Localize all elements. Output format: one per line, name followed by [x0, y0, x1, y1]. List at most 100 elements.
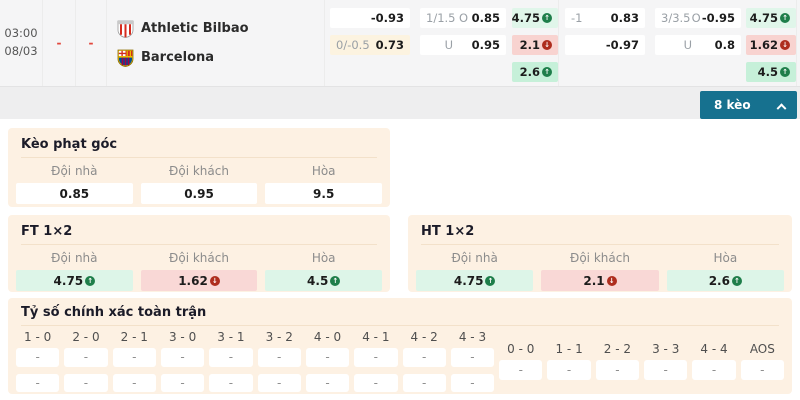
match-row: 03:00 08/03 - - Athletic Bilbao — [0, 0, 800, 87]
group1-under-cell[interactable]: U 0.95 — [420, 35, 506, 55]
ft-section-title: FT 1×2 — [21, 224, 73, 239]
score-odds-cell[interactable]: - — [16, 348, 60, 367]
exact-score-grid: 1 - 0 - - 2 - 0 - - 2 - 1 - - 3 - 0 - - … — [12, 326, 788, 392]
trend-up-icon — [542, 67, 552, 77]
markets-count-button[interactable]: 8 kèo — [700, 91, 797, 119]
score-col-3-2: 3 - 2 - - — [257, 330, 301, 392]
home-team-row[interactable]: Athletic Bilbao — [117, 20, 324, 38]
trend-down-icon — [542, 40, 552, 50]
away-team-row[interactable]: Barcelona — [117, 49, 324, 67]
score-odds-cell[interactable]: - — [450, 348, 495, 367]
section-divider — [21, 157, 377, 158]
ht-away-odds[interactable]: 2.1 — [541, 270, 659, 291]
score-odds-cell[interactable]: - — [160, 348, 205, 367]
score-odds-cell[interactable]: - — [16, 373, 60, 392]
score-odds-cell[interactable]: - — [595, 360, 640, 380]
group1-overunder-column: 1/1.5 O 0.85 U 0.95 — [420, 8, 506, 86]
exact-score-section: Tỷ số chính xác toàn trận 1 - 0 - - 2 - … — [8, 298, 792, 394]
score-odds-cell[interactable]: - — [450, 373, 495, 392]
away-header: Đội khách — [169, 251, 229, 265]
corner-draw-odds[interactable]: 9.5 — [265, 183, 383, 204]
corner-away-odds[interactable]: 0.95 — [140, 183, 258, 204]
score-odds-cell[interactable]: - — [209, 348, 253, 367]
ft-1x2-section: FT 1×2 Đội nhà 4.75 Đội khách 1.62 Hòa — [8, 215, 390, 292]
draw-header: Hòa — [713, 251, 738, 265]
score-odds-cell[interactable]: - — [64, 348, 108, 367]
ft-away-odds[interactable]: 1.62 — [140, 270, 258, 291]
score-col-0-0: 0 - 0 - — [499, 330, 543, 392]
score-col-4-1: 4 - 1 - - — [354, 330, 398, 392]
corner-home-odds[interactable]: 0.85 — [16, 183, 133, 204]
score-odds-cell[interactable]: - — [740, 360, 784, 380]
group1-handicap-column: -0.93 0/-0.5 0.73 — [330, 8, 410, 86]
ft-draw-odds[interactable]: 4.5 — [265, 270, 383, 291]
trend-down-icon — [209, 275, 220, 286]
away-team-name: Barcelona — [141, 50, 215, 65]
ht-draw-odds[interactable]: 2.6 — [666, 270, 784, 291]
group2-over-cell[interactable]: 3/3.5 O -0.95 — [655, 8, 741, 28]
group1-over-cell[interactable]: 1/1.5 O 0.85 — [420, 8, 506, 28]
away-score: - — [76, 0, 107, 86]
score-odds-cell[interactable]: - — [257, 373, 301, 392]
home-score: - — [43, 0, 76, 86]
group2-handicap-cell-1[interactable]: -1 0.83 — [565, 8, 645, 28]
trend-down-icon — [606, 275, 617, 286]
trend-up-icon — [485, 275, 496, 286]
score-odds-cell[interactable]: - — [354, 373, 398, 392]
ht-home-odds[interactable]: 4.75 — [416, 270, 534, 291]
group1-1x2-draw[interactable]: 2.6 — [512, 62, 558, 82]
score-odds-cell[interactable]: - — [499, 360, 543, 380]
score-odds-cell[interactable]: - — [547, 360, 591, 380]
score-odds-cell[interactable]: - — [209, 373, 253, 392]
score-col-2-2: 2 - 2 - — [595, 330, 640, 392]
odds-group-1: -0.93 0/-0.5 0.73 1/1.5 O 0.85 — [325, 0, 558, 86]
score-odds-cell[interactable]: - — [402, 348, 446, 367]
group2-handicap-cell-2[interactable]: -0.97 — [565, 35, 645, 55]
score-col-1-0: 1 - 0 - - — [16, 330, 60, 392]
group2-1x2-home[interactable]: 4.75 — [746, 8, 796, 28]
corner-section-title: Kèo phạt góc — [21, 137, 118, 152]
score-odds-cell[interactable]: - — [64, 373, 108, 392]
score-odds-cell[interactable]: - — [692, 360, 736, 380]
trend-up-icon — [85, 275, 96, 286]
draw-header: Hòa — [311, 251, 336, 265]
score-odds-cell[interactable]: - — [112, 373, 156, 392]
score-col-3-0: 3 - 0 - - — [160, 330, 205, 392]
draw-header: Hòa — [311, 164, 336, 178]
score-odds-cell[interactable]: - — [305, 373, 350, 392]
group2-under-cell[interactable]: U 0.8 — [655, 35, 741, 55]
group2-overunder-column: 3/3.5 O -0.95 U 0.8 — [655, 8, 741, 86]
group1-1x2-home[interactable]: 4.75 — [512, 8, 558, 28]
score-col-4-4: 4 - 4 - — [692, 330, 736, 392]
ft-home-odds[interactable]: 4.75 — [16, 270, 133, 291]
away-header: Đội khách — [570, 251, 630, 265]
odds-edge-divider — [796, 0, 800, 86]
section-divider — [421, 244, 779, 245]
group2-1x2-column: 4.75 1.62 4.5 — [746, 8, 796, 86]
score-odds-cell[interactable]: - — [160, 373, 205, 392]
odds-columns: -0.93 0/-0.5 0.73 1/1.5 O 0.85 — [325, 0, 800, 86]
group1-handicap-cell-2[interactable]: 0/-0.5 0.73 — [330, 35, 410, 55]
group1-handicap-cell-1[interactable]: -0.93 — [330, 8, 410, 28]
trend-up-icon — [542, 13, 552, 23]
group1-1x2-away[interactable]: 2.1 — [512, 35, 558, 55]
athletic-bilbao-logo — [117, 20, 134, 38]
score-col-4-0: 4 - 0 - - — [305, 330, 350, 392]
score-odds-cell[interactable]: - — [644, 360, 688, 380]
group2-1x2-draw[interactable]: 4.5 — [746, 62, 796, 82]
home-header: Đội nhà — [451, 251, 498, 265]
score-odds-cell[interactable]: - — [257, 348, 301, 367]
trend-down-icon — [780, 40, 790, 50]
group2-handicap-column: -1 0.83 -0.97 — [565, 8, 645, 86]
score-odds-cell[interactable]: - — [112, 348, 156, 367]
teams-column: Athletic Bilbao Barcelona — [107, 0, 325, 86]
score-odds-cell[interactable]: - — [402, 373, 446, 392]
score-odds-cell[interactable]: - — [354, 348, 398, 367]
section-divider — [21, 325, 779, 326]
exact-score-title: Tỷ số chính xác toàn trận — [21, 305, 207, 320]
score-col-aos: AOS - — [740, 330, 784, 392]
score-col-1-1: 1 - 1 - — [547, 330, 591, 392]
group2-1x2-away[interactable]: 1.62 — [746, 35, 796, 55]
score-odds-cell[interactable]: - — [305, 348, 350, 367]
home-header: Đội nhà — [51, 164, 98, 178]
